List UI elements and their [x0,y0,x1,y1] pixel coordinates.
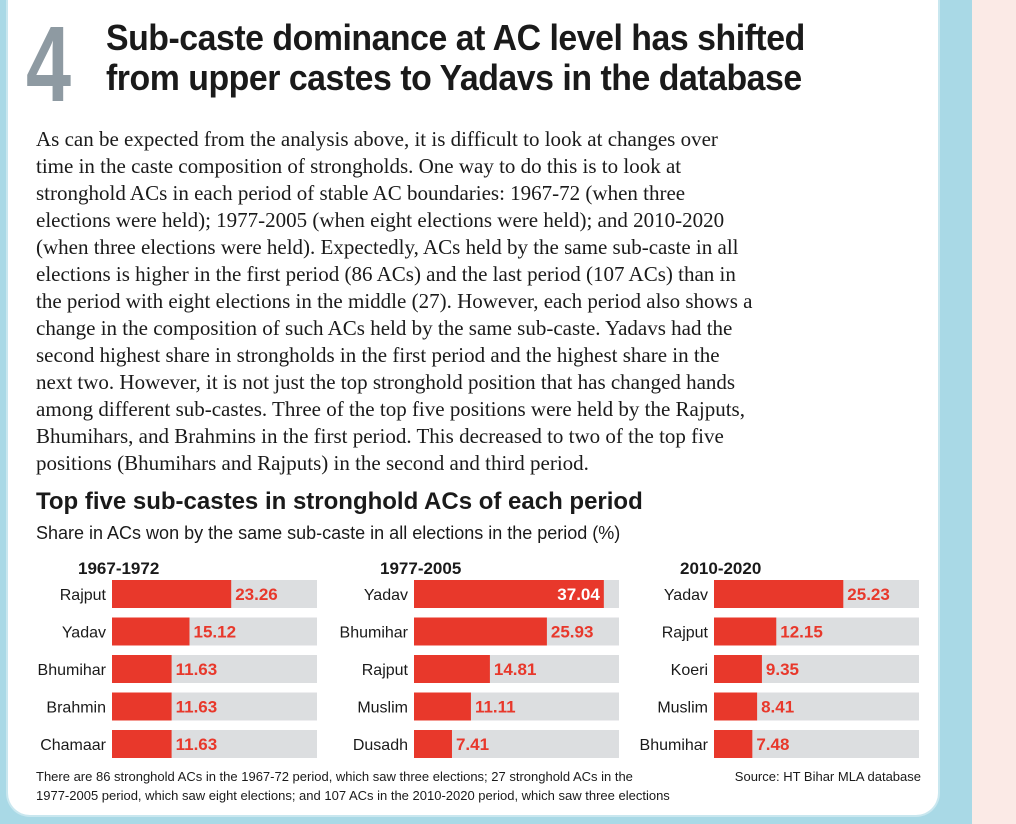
category-label: Bhumihar [640,737,709,754]
category-label-box [38,692,112,721]
value-label: 11.11 [475,698,516,717]
category-label-box [340,655,414,683]
body-line: (when three elections were held). Expect… [36,235,739,259]
bar [112,580,232,608]
category-label-box [340,580,414,608]
bar [414,730,452,758]
body-line: stronghold ACs in each period of stable … [36,181,686,205]
category-label-box [640,617,714,646]
value-label: 9.35 [766,660,799,679]
category-label-box [640,730,714,758]
value-label: 15.12 [193,623,236,642]
value-label: 14.81 [494,660,537,679]
bar [714,730,753,758]
side-panel [972,0,1016,824]
category-label: Bhumihar [38,662,107,679]
category-label: Rajput [60,587,107,604]
category-label: Rajput [662,625,709,642]
bar [414,655,490,683]
category-label: Koeri [671,662,708,679]
value-label: 11.63 [176,735,218,754]
category-label-box [640,692,714,721]
category-label: Muslim [357,700,408,717]
value-label: 7.48 [756,735,789,754]
body-line: change in the composition of such ACs he… [36,316,733,340]
value-label: 37.04 [557,585,600,604]
category-label-box [38,580,112,608]
category-label-box [38,730,112,758]
value-label: 12.15 [780,623,823,642]
bar [714,617,777,646]
panel-title: 1977-2005 [380,559,461,578]
category-label-box [340,730,414,758]
chart-subheading: Share in ACs won by the same sub-caste i… [36,523,621,543]
bar [414,580,604,608]
value-label: 25.23 [847,585,890,604]
category-label: Yadav [364,587,408,604]
category-label: Yadav [664,587,708,604]
body-line: positions (Bhumihars and Rajputs) in the… [36,451,589,475]
bar [714,655,762,683]
section-number: 4 [26,3,72,124]
body-line: among different sub-castes. Three of the… [36,397,745,421]
bar [112,730,172,758]
category-label: Dusadh [353,737,408,754]
bar [714,692,758,721]
category-label-box [38,617,112,646]
category-label: Brahmin [46,700,106,717]
category-label: Bhumihar [340,625,409,642]
category-label: Rajput [362,662,409,679]
bar [112,655,172,683]
category-label-box [640,655,714,683]
chart-heading: Top five sub-castes in stronghold ACs of… [36,488,643,515]
body-text: As can be expected from the analysis abo… [36,126,936,477]
headline-line-2: from upper castes to Yadavs in the datab… [106,57,802,98]
category-label: Yadav [62,625,106,642]
category-label-box [38,655,112,683]
body-line: time in the caste composition of strongh… [36,154,682,178]
body-line: As can be expected from the analysis abo… [36,127,718,151]
footnote: There are 86 stronghold ACs in the 1967-… [36,767,670,805]
body-line: the period with eight elections in the m… [36,289,753,313]
bar [414,692,471,721]
headline-line-1: Sub-caste dominance at AC level has shif… [106,17,805,58]
value-label: 11.63 [176,660,218,679]
bar [112,617,190,646]
value-label: 25.93 [551,623,594,642]
value-label: 23.26 [235,585,278,604]
bar [112,692,172,721]
body-line: elections is higher in the first period … [36,262,736,286]
value-label: 7.41 [456,735,489,754]
source-note: Source: HT Bihar MLA database [734,769,921,784]
category-label: Chamaar [40,737,106,754]
body-line: elections were held); 1977-2005 (when ei… [36,208,725,232]
category-label-box [640,580,714,608]
category-label: Muslim [657,700,708,717]
body-line: next two. However, it is not just the to… [36,370,736,394]
value-label: 8.41 [761,698,794,717]
panel-title: 1967-1972 [78,559,159,578]
body-line: second highest share in strongholds in t… [36,343,720,367]
headline: Sub-caste dominance at AC level has shif… [106,18,877,98]
body-line: Bhumihars, and Brahmins in the first per… [36,424,724,448]
value-label: 11.63 [176,698,218,717]
footnote-line-2: 1977-2005 period, which saw eight electi… [36,788,670,803]
bar [414,617,547,646]
footnote-line-1: There are 86 stronghold ACs in the 1967-… [36,769,633,784]
category-label-box [340,617,414,646]
bar [714,580,844,608]
category-label-box [340,692,414,721]
panel-title: 2010-2020 [680,559,761,578]
